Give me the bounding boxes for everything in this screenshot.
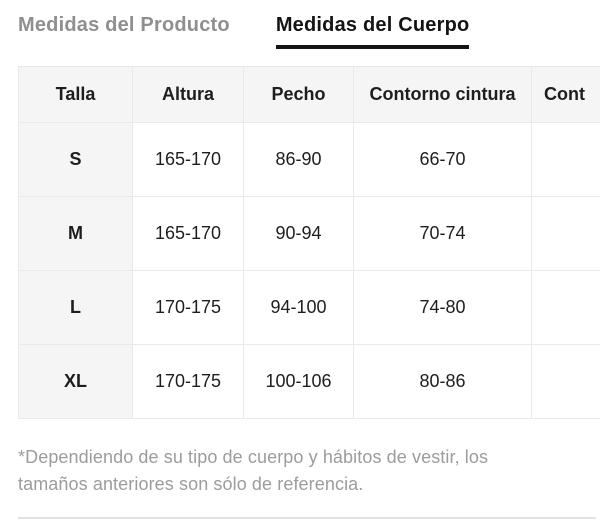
column-header-truncated: Cont (531, 66, 600, 123)
table-cell (531, 196, 600, 271)
table-cell: 86-90 (243, 122, 354, 197)
column-header-talla: Talla (18, 66, 133, 123)
table-cell: 165-170 (132, 196, 244, 271)
size-label: M (18, 196, 133, 271)
bottom-divider (18, 517, 596, 519)
tab-medidas-del-producto[interactable]: Medidas del Producto (18, 14, 230, 36)
column-header-altura: Altura (132, 66, 244, 123)
table-cell: 170-175 (132, 270, 244, 345)
table-cell (531, 270, 600, 345)
table-cell: 70-74 (353, 196, 532, 271)
tab-medidas-del-cuerpo[interactable]: Medidas del Cuerpo (275, 14, 470, 49)
size-table-viewport[interactable]: Talla Altura Pecho Contorno cintura Cont… (18, 66, 600, 419)
size-label: S (18, 122, 133, 197)
table-cell (531, 122, 600, 197)
disclaimer-line-2: tamaños anteriores son sólo de referenci… (18, 474, 364, 494)
size-label: L (18, 270, 133, 345)
table-cell: 165-170 (132, 122, 244, 197)
table-row-l: L 170-175 94-100 74-80 (18, 270, 600, 345)
header-row: Talla Altura Pecho Contorno cintura Cont (18, 66, 600, 123)
size-disclaimer: *Dependiendo de su tipo de cuerpo y hábi… (18, 444, 570, 498)
table-row-xl: XL 170-175 100-106 80-86 (18, 344, 600, 419)
column-header-contorno-cintura: Contorno cintura (353, 66, 532, 123)
tab-bar: Medidas del Producto Medidas del Cuerpo (0, 0, 600, 49)
table-cell: 170-175 (132, 344, 244, 419)
table-cell (531, 344, 600, 419)
table-cell: 74-80 (353, 270, 532, 345)
column-header-pecho: Pecho (243, 66, 354, 123)
table-cell: 90-94 (243, 196, 354, 271)
table-cell: 94-100 (243, 270, 354, 345)
table-cell: 66-70 (353, 122, 532, 197)
table-row-s: S 165-170 86-90 66-70 (18, 122, 600, 197)
table-cell: 80-86 (353, 344, 532, 419)
disclaimer-line-1: *Dependiendo de su tipo de cuerpo y hábi… (18, 447, 489, 467)
table-row-m: M 165-170 90-94 70-74 (18, 196, 600, 271)
table-cell: 100-106 (243, 344, 354, 419)
size-table: Talla Altura Pecho Contorno cintura Cont… (18, 66, 600, 419)
size-label: XL (18, 344, 133, 419)
